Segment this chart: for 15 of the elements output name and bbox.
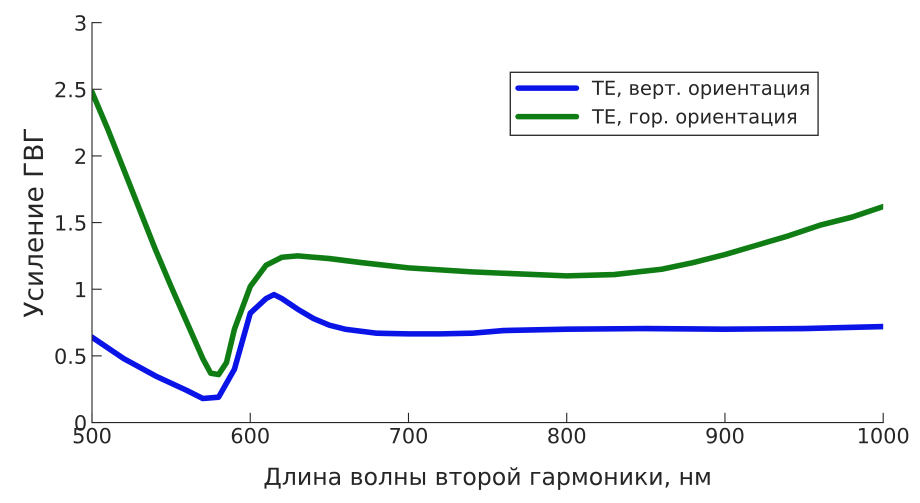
y-tick-label: 1 [76,282,86,298]
y-tick-label: 0.5 [55,348,86,364]
y-tick-label: 1.5 [56,215,86,231]
x-tick-label: 900 [706,428,744,444]
y-tick-label: 3 [75,15,86,31]
y-tick-label: 2 [75,148,86,164]
x-axis-title: Длина волны второй гармоники, нм [264,467,710,490]
y-tick-label: 2.5 [56,82,86,98]
x-tick-label: 600 [232,428,269,444]
y-axis-title: Усиление ГВГ [24,129,44,318]
x-tick-label: 700 [390,428,427,444]
x-tick-label: 800 [548,428,586,444]
legend-label: TE, верт. ориентация [592,80,809,99]
legend-label: TE, гор. ориентация [592,109,796,128]
x-tick-label: 1000 [858,428,908,444]
